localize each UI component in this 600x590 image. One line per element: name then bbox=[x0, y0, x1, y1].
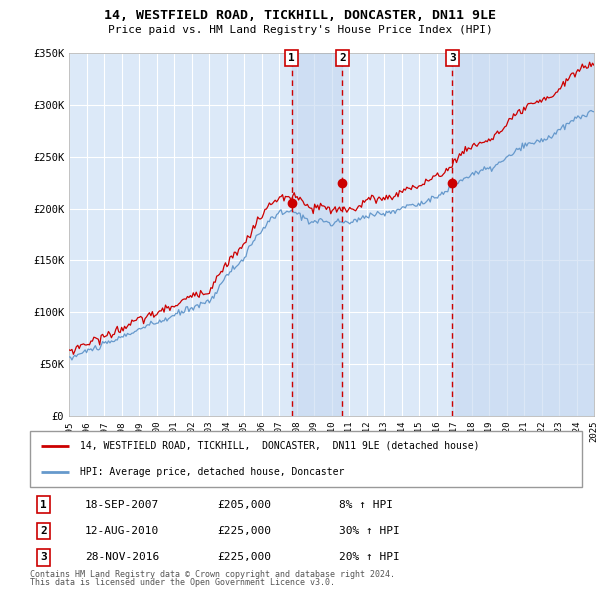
Text: This data is licensed under the Open Government Licence v3.0.: This data is licensed under the Open Gov… bbox=[30, 578, 335, 587]
Text: 14, WESTFIELD ROAD, TICKHILL,  DONCASTER,  DN11 9LE (detached house): 14, WESTFIELD ROAD, TICKHILL, DONCASTER,… bbox=[80, 441, 479, 451]
Text: 1: 1 bbox=[40, 500, 47, 510]
Text: 2: 2 bbox=[339, 53, 346, 63]
Text: 18-SEP-2007: 18-SEP-2007 bbox=[85, 500, 160, 510]
Text: 12-AUG-2010: 12-AUG-2010 bbox=[85, 526, 160, 536]
Text: Contains HM Land Registry data © Crown copyright and database right 2024.: Contains HM Land Registry data © Crown c… bbox=[30, 570, 395, 579]
Text: £225,000: £225,000 bbox=[218, 526, 272, 536]
Text: £225,000: £225,000 bbox=[218, 552, 272, 562]
Bar bbox=[292, 53, 343, 416]
Text: Price paid vs. HM Land Registry's House Price Index (HPI): Price paid vs. HM Land Registry's House … bbox=[107, 25, 493, 35]
Text: 28-NOV-2016: 28-NOV-2016 bbox=[85, 552, 160, 562]
Text: 1: 1 bbox=[288, 53, 295, 63]
Text: 30% ↑ HPI: 30% ↑ HPI bbox=[339, 526, 400, 536]
Text: 20% ↑ HPI: 20% ↑ HPI bbox=[339, 552, 400, 562]
Bar bbox=[452, 53, 594, 416]
Text: HPI: Average price, detached house, Doncaster: HPI: Average price, detached house, Donc… bbox=[80, 467, 344, 477]
Text: 3: 3 bbox=[449, 53, 456, 63]
Text: 8% ↑ HPI: 8% ↑ HPI bbox=[339, 500, 393, 510]
Text: 2: 2 bbox=[40, 526, 47, 536]
Text: 14, WESTFIELD ROAD, TICKHILL, DONCASTER, DN11 9LE: 14, WESTFIELD ROAD, TICKHILL, DONCASTER,… bbox=[104, 9, 496, 22]
Text: 3: 3 bbox=[40, 552, 47, 562]
FancyBboxPatch shape bbox=[30, 431, 582, 487]
Text: £205,000: £205,000 bbox=[218, 500, 272, 510]
